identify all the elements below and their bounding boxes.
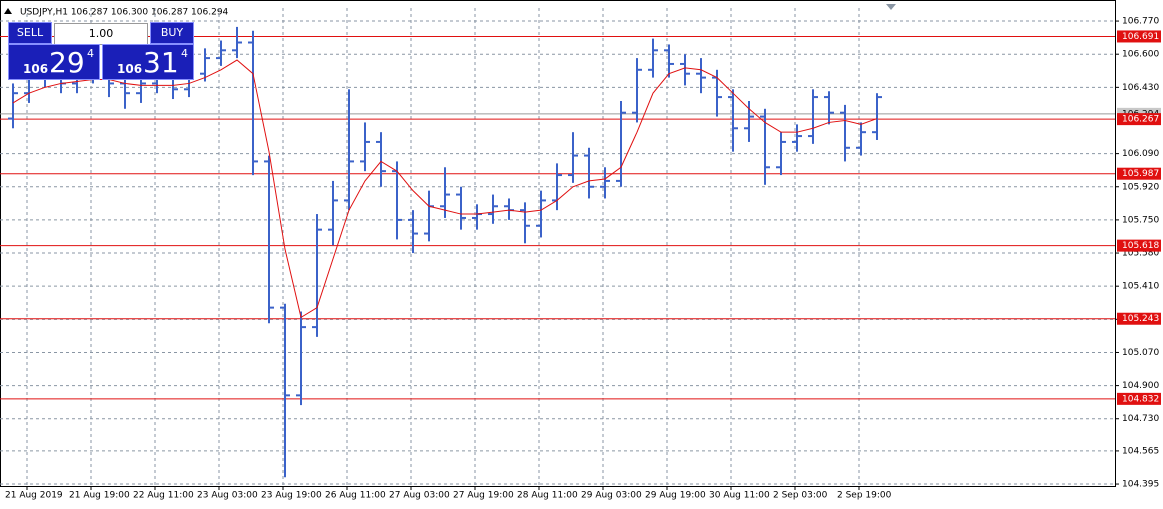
x-tick-label: 27 Aug 03:00 — [389, 491, 450, 501]
level-label-bg — [1117, 113, 1161, 126]
y-tick-label: 106.600 — [1122, 50, 1159, 60]
x-tick-label: 29 Aug 03:00 — [581, 491, 642, 501]
level-label: 104.832 — [1122, 394, 1159, 404]
level-label: 105.987 — [1122, 169, 1159, 179]
plot-frame — [0, 0, 1116, 487]
x-tick-label: 2 Sep 19:00 — [837, 491, 892, 501]
x-tick-label: 22 Aug 11:00 — [133, 491, 194, 501]
x-tick-label: 23 Aug 03:00 — [197, 491, 258, 501]
level-label: 105.243 — [1122, 314, 1159, 324]
sell-big: 106 — [23, 62, 49, 76]
lot-input[interactable]: 1.00 — [54, 23, 148, 45]
chart-title: USDJPY,H1 106.287 106.300 106.287 106.29… — [20, 8, 229, 18]
sell-pips: 29 — [49, 46, 85, 79]
buy-pips: 31 — [143, 46, 179, 79]
buy-price[interactable]: 106 31 4 — [102, 44, 194, 80]
sell-price[interactable]: 106 29 4 — [8, 44, 100, 80]
y-tick-label: 104.565 — [1122, 446, 1159, 456]
trade-panel: SELL 1.00 BUY 106 29 4 106 31 4 — [6, 22, 196, 80]
y-tick-label: 106.770 — [1122, 17, 1159, 27]
level-label-bg — [1117, 392, 1161, 405]
x-tick-label: 2 Sep 03:00 — [773, 491, 828, 501]
x-tick-label: 29 Aug 19:00 — [645, 491, 706, 501]
sell-button[interactable]: SELL — [8, 22, 52, 44]
y-tick-label: 104.730 — [1122, 414, 1159, 424]
y-tick-label: 105.580 — [1122, 249, 1159, 259]
level-label: 106.691 — [1122, 32, 1159, 42]
buy-big: 106 — [117, 62, 143, 76]
level-label-bg — [1117, 30, 1161, 43]
y-tick-label: 106.090 — [1122, 149, 1159, 159]
level-label-bg — [1117, 167, 1161, 180]
x-tick-label: 21 Aug 19:00 — [69, 491, 130, 501]
y-tick-label: 105.750 — [1122, 215, 1159, 225]
y-tick-label: 105.920 — [1122, 182, 1159, 192]
x-tick-label: 27 Aug 19:00 — [453, 491, 514, 501]
buy-frac: 4 — [181, 47, 188, 60]
y-tick-label: 105.070 — [1122, 348, 1159, 358]
x-tick-label: 23 Aug 19:00 — [261, 491, 322, 501]
sell-frac: 4 — [87, 47, 94, 60]
y-tick-label: 106.430 — [1122, 83, 1159, 93]
level-label: 105.618 — [1122, 241, 1159, 251]
moving-average — [12, 59, 878, 319]
x-tick-label: 26 Aug 11:00 — [325, 491, 386, 501]
y-tick-label: 104.395 — [1122, 480, 1159, 490]
x-tick-label: 21 Aug 2019 — [5, 491, 63, 501]
buy-button[interactable]: BUY — [150, 22, 194, 44]
x-tick-label: 28 Aug 11:00 — [517, 491, 578, 501]
x-tick-label: 30 Aug 11:00 — [709, 491, 770, 501]
level-label: 106.267 — [1122, 115, 1159, 125]
y-tick-label: 104.900 — [1122, 381, 1159, 391]
level-label-bg — [1117, 312, 1161, 325]
scroll-marker — [886, 4, 896, 10]
title-arrow — [4, 8, 12, 14]
level-label-bg — [1117, 239, 1161, 252]
y-tick-label: 105.410 — [1122, 282, 1159, 292]
